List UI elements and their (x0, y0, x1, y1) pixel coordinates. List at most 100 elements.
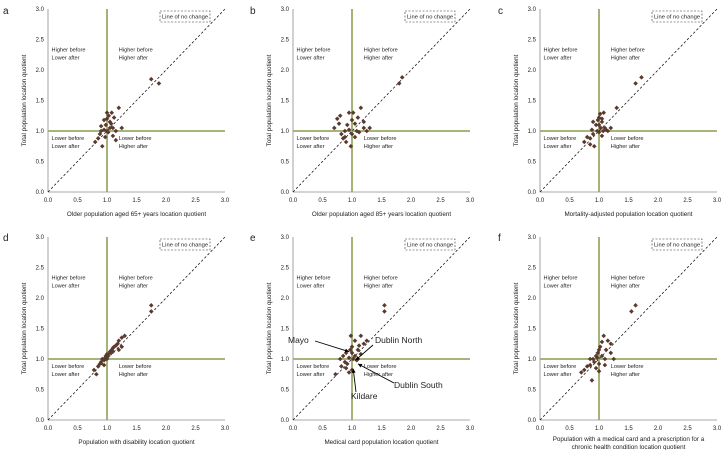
data-point (91, 367, 97, 373)
y-tick-label: 3.0 (528, 235, 537, 241)
x-axis-label: Older population aged 65+ years location… (67, 211, 206, 218)
data-point (633, 81, 638, 86)
quadrant-label-line: Higher before (52, 276, 86, 282)
data-point (349, 117, 355, 123)
callout-arrowhead (344, 348, 350, 353)
data-point (593, 122, 599, 128)
panel-letter: a (3, 6, 9, 17)
data-point (599, 339, 605, 345)
data-point (98, 123, 104, 129)
data-point (579, 370, 584, 375)
quadrant-label-top-left: Higher before Lower after (297, 48, 331, 62)
callout-label: Mayo (288, 335, 309, 345)
data-point (587, 136, 593, 141)
data-point (352, 134, 358, 140)
y-axis-label: Total population location quotient (266, 54, 273, 146)
data-point (358, 105, 364, 111)
data-point (633, 303, 638, 308)
data-point (119, 344, 125, 350)
data-point (614, 105, 619, 111)
data-point (348, 143, 354, 149)
legend-label: Line of no change (162, 243, 208, 249)
quadrant-label-line: Higher after (364, 144, 393, 150)
data-point (364, 128, 370, 134)
data-point (349, 350, 355, 356)
x-axis-label: Older population aged 85+ years location… (312, 211, 451, 218)
x-tick-label: 2.0 (162, 198, 171, 204)
data-point (629, 309, 634, 314)
x-tick-label: 2.5 (683, 426, 692, 432)
legend-label: Line of no change (162, 15, 208, 21)
quadrant-label-line: Lower before (611, 136, 644, 142)
quadrant-label-line: Lower after (52, 284, 80, 290)
data-point (602, 362, 608, 368)
panel-b: b 0.0 0.0 0.5 0.5 1.0 1.0 1.5 1.5 2.0 2.0 2.5 2.5 3.0… (250, 6, 475, 218)
quadrant-label-top-right: Higher before Higher after (611, 48, 645, 62)
data-point (597, 111, 603, 117)
data-point (103, 122, 109, 128)
quadrant-label-top-left: Higher before Lower after (52, 48, 86, 62)
x-tick-label: 0.0 (536, 426, 545, 432)
y-tick-label: 2.5 (528, 266, 537, 272)
data-point (349, 344, 355, 350)
data-point (399, 75, 405, 80)
legend-box (404, 238, 456, 251)
data-point (596, 361, 602, 367)
x-tick-label: 1.0 (595, 198, 604, 204)
quadrant-label-line: Lower after (297, 284, 325, 290)
data-point (590, 119, 596, 125)
data-point (605, 338, 611, 343)
x-tick-label: 3.0 (221, 198, 230, 204)
y-axis-label: Total population location quotient (21, 54, 28, 146)
y-tick-label: 2.0 (281, 68, 290, 74)
callout-arrowhead (351, 368, 356, 373)
data-point (349, 131, 355, 137)
line-of-no-change (47, 236, 226, 421)
quadrant-label-line: Lower before (52, 364, 85, 370)
data-point (99, 143, 105, 149)
y-tick-label: 2.5 (528, 38, 537, 44)
data-point (342, 128, 348, 134)
quadrant-label-line: Lower before (544, 136, 577, 142)
data-point (97, 361, 103, 367)
y-tick-label: 2.5 (281, 266, 290, 272)
x-tick-label: 0.0 (536, 198, 545, 204)
quadrant-label-line: Higher after (364, 56, 393, 62)
quadrant-label-bottom-right: Lower before Higher after (119, 136, 152, 150)
data-point (587, 362, 593, 368)
panel-letter: f (498, 233, 501, 244)
quadrant-label-bottom-left: Lower before Lower after (544, 136, 577, 150)
quadrant-label-line: Lower before (119, 136, 152, 142)
data-point (337, 356, 343, 362)
x-axis-label: Mortality-adjusted population location q… (564, 211, 692, 218)
data-point (340, 353, 346, 359)
quadrant-label-line: Lower after (52, 372, 80, 378)
x-tick-label: 1.0 (103, 426, 112, 432)
line-of-no-change (539, 8, 718, 193)
panel-d: d 0.0 0.0 0.5 0.5 1.0 1.0 1.5 1.5 2.0 2.0 2.5 2.5 3.0… (3, 233, 230, 446)
y-tick-label: 0.5 (36, 388, 45, 394)
line-of-no-change (292, 8, 471, 193)
data-point (581, 367, 587, 373)
data-point (608, 341, 614, 347)
x-tick-label: 2.5 (436, 198, 445, 204)
data-point (600, 128, 606, 134)
quadrant-label-line: Lower before (297, 136, 330, 142)
data-point (382, 309, 387, 314)
data-point (599, 116, 605, 122)
data-point (95, 136, 101, 141)
y-tick-label: 0.5 (528, 160, 537, 166)
data-point (355, 347, 361, 353)
data-point (348, 333, 354, 339)
data-point (601, 110, 607, 115)
x-tick-label: 1.5 (132, 198, 141, 204)
data-point (611, 356, 617, 362)
quadrant-label-bottom-right: Lower before Higher after (119, 364, 152, 378)
data-point (333, 371, 338, 377)
quadrant-label-bottom-left: Lower before Lower after (297, 136, 330, 150)
x-tick-label: 2.5 (191, 426, 200, 432)
data-point (347, 347, 353, 353)
quadrant-label-bottom-right: Lower before Higher after (611, 136, 644, 150)
data-point (109, 110, 115, 115)
data-point (102, 134, 108, 140)
